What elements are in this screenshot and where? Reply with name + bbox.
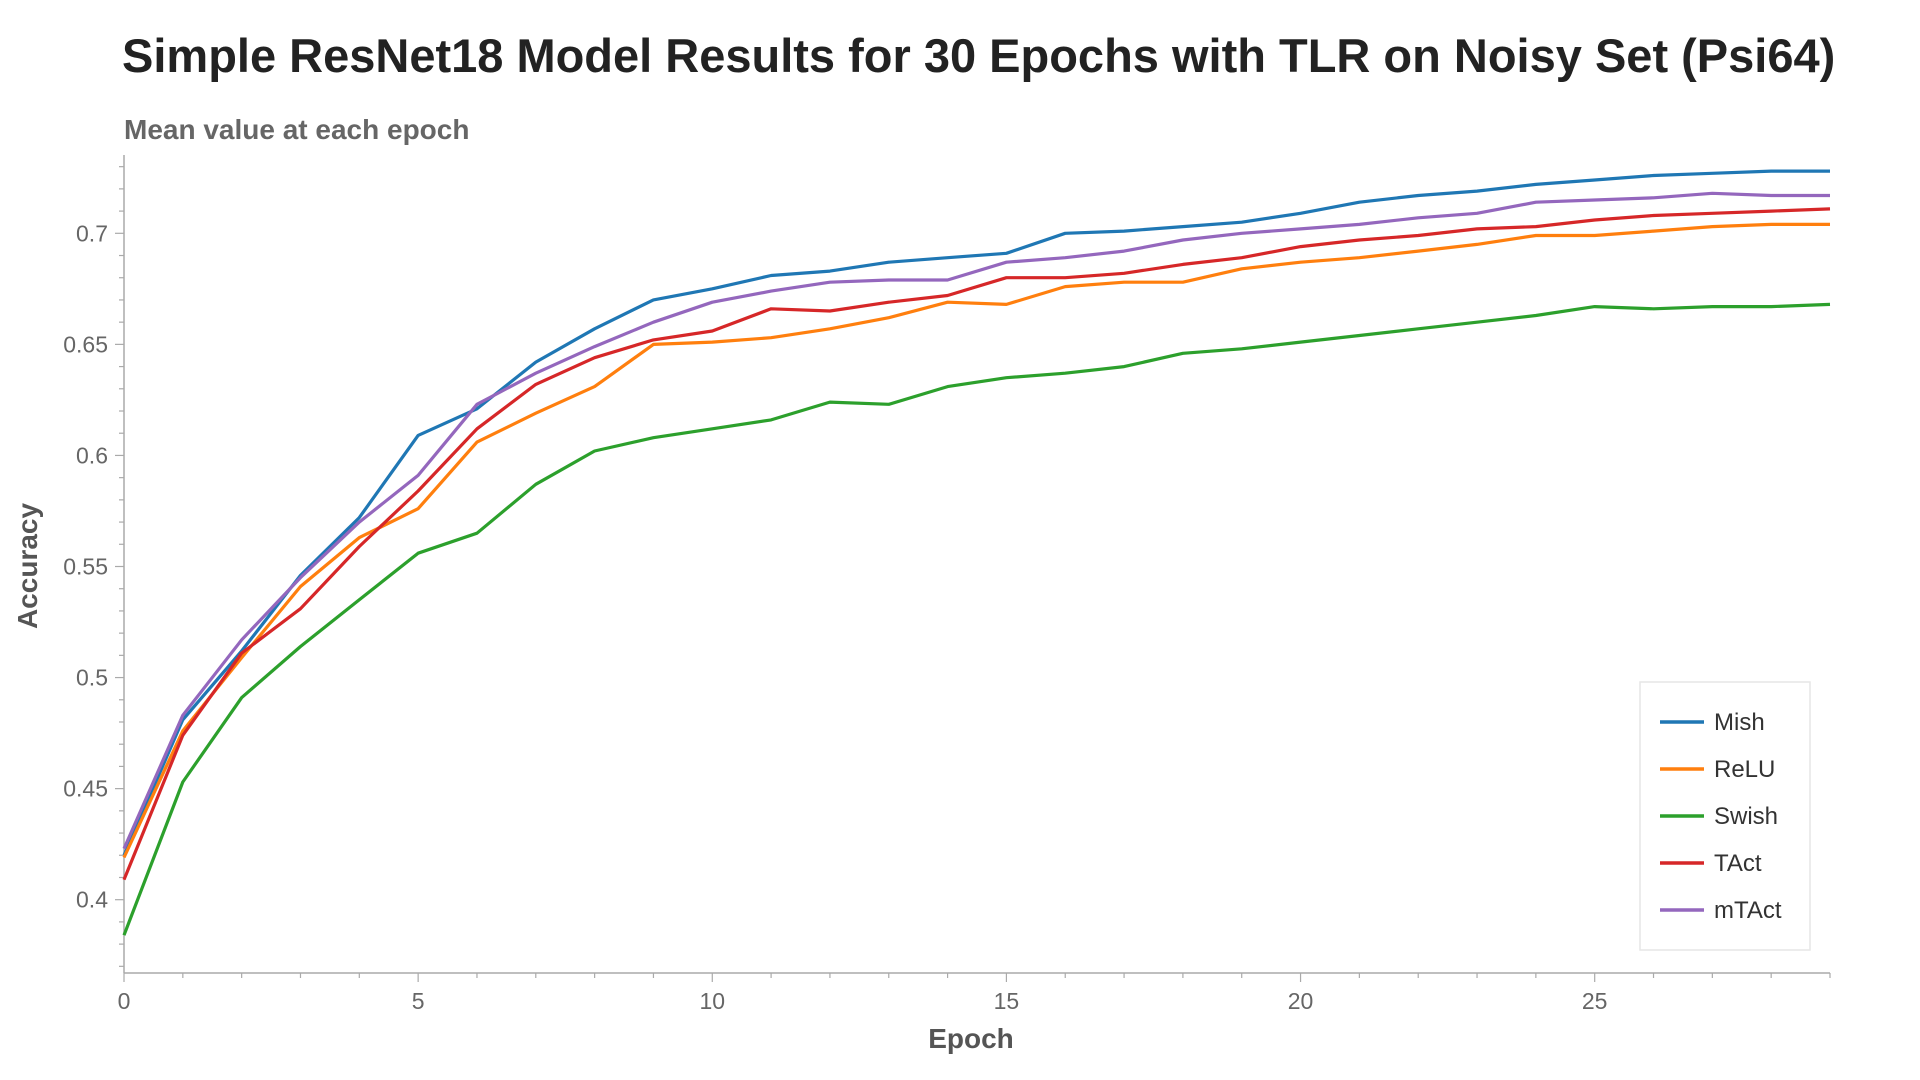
series-line-mish — [122, 169, 1830, 856]
legend[interactable]: Mish ReLU Swish TAct mTAct — [1639, 681, 1811, 951]
legend-label: TAct — [1714, 850, 1762, 877]
x-tick-label: 20 — [1288, 988, 1314, 1014]
axes: 0 5 10 15 20 25 0.4 0.45 0.5 0.55 0.6 0.65 0.7 — [63, 155, 1831, 1014]
legend-label: ReLU — [1714, 756, 1775, 783]
chart-title: Simple ResNet18 Model Results for 30 Epo… — [122, 29, 1835, 82]
series-line-swish — [122, 302, 1831, 936]
y-tick-label: 0.65 — [63, 331, 108, 357]
y-tick-label: 0.45 — [63, 776, 108, 802]
chart-subtitle: Mean value at each epoch — [124, 114, 469, 145]
x-tick-label: 25 — [1582, 988, 1608, 1014]
legend-item-mtact[interactable]: mTAct — [1660, 897, 1782, 924]
x-tick-label: 15 — [994, 988, 1020, 1014]
legend-label: Swish — [1714, 803, 1778, 830]
legend-item-relu[interactable]: ReLU — [1660, 756, 1775, 783]
series-line-mtact — [122, 191, 1830, 850]
x-tick-label: 5 — [412, 988, 425, 1014]
y-tick-label: 0.55 — [63, 554, 108, 580]
y-tick-label: 0.7 — [76, 220, 108, 246]
series-line-tact — [122, 207, 1831, 881]
y-tick-label: 0.4 — [76, 887, 108, 913]
legend-item-swish[interactable]: Swish — [1660, 803, 1778, 830]
series-line-relu — [122, 222, 1830, 859]
legend-item-mish[interactable]: Mish — [1660, 709, 1765, 736]
legend-label: mTAct — [1714, 897, 1782, 924]
x-axis-title: Epoch — [928, 1023, 1014, 1054]
series-group — [122, 169, 1831, 936]
x-tick-label: 10 — [699, 988, 725, 1014]
y-tick-label: 0.5 — [76, 665, 108, 691]
y-axis-title: Accuracy — [12, 503, 43, 630]
y-tick-label: 0.6 — [76, 442, 108, 468]
legend-label: Mish — [1714, 709, 1765, 736]
x-tick-label: 0 — [118, 988, 131, 1014]
legend-item-tact[interactable]: TAct — [1660, 850, 1762, 877]
